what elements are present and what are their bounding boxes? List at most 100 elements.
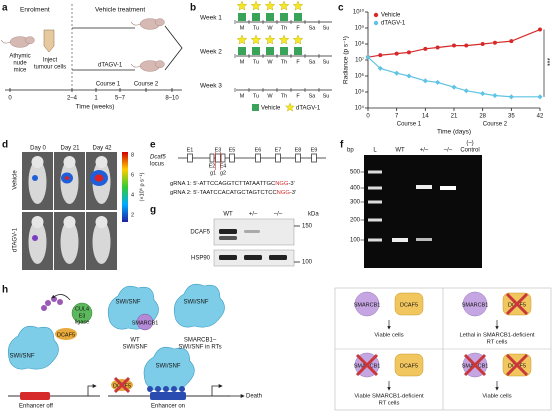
label: nude bbox=[13, 61, 27, 67]
label: Death bbox=[246, 394, 262, 400]
label: 2–4 bbox=[67, 96, 78, 102]
label: SWI/SNF bbox=[116, 300, 141, 306]
panel-label: e bbox=[150, 140, 156, 151]
label: Dcaf5 bbox=[150, 155, 166, 161]
gel-band bbox=[368, 238, 382, 242]
gel-band bbox=[368, 186, 382, 190]
label: Week 2 bbox=[200, 49, 222, 56]
data-point bbox=[480, 91, 486, 97]
label: Control bbox=[460, 148, 479, 154]
ubiquitin bbox=[57, 299, 63, 305]
grna-part: gRNA 2: 5'-TAATCCACATGCTAGTCTCC bbox=[170, 190, 277, 196]
gel-band bbox=[392, 238, 408, 242]
star-icon bbox=[278, 0, 290, 11]
label: tumour cells bbox=[34, 65, 66, 71]
exon bbox=[275, 153, 281, 163]
gel-band bbox=[440, 186, 456, 190]
y-tick-label: 10⁸ bbox=[355, 41, 365, 48]
label: M bbox=[240, 59, 245, 65]
vehicle-dose bbox=[294, 13, 302, 21]
label: 8–10 bbox=[165, 96, 179, 102]
grna-part: gRNA 1: 5'-ATTCCAGGTCTTATAATTGC bbox=[170, 181, 275, 187]
label: WT bbox=[130, 338, 140, 344]
label: 400 bbox=[350, 186, 361, 192]
label: 5–7 bbox=[115, 96, 126, 102]
y-tick-label: 10⁶ bbox=[355, 73, 365, 80]
data-point bbox=[394, 51, 399, 56]
mouse-tail bbox=[0, 39, 11, 44]
panel-label: c bbox=[338, 3, 344, 14]
label: Th bbox=[281, 59, 287, 65]
ubiquitin bbox=[179, 386, 185, 392]
label: Day 21 bbox=[60, 146, 80, 152]
label: E8 bbox=[295, 147, 302, 153]
cross bbox=[505, 353, 529, 377]
label: DCAF5 bbox=[57, 332, 75, 338]
label: E4 bbox=[220, 163, 227, 169]
signal bbox=[32, 175, 38, 181]
label: M bbox=[240, 93, 245, 99]
label: Vehicle bbox=[261, 106, 281, 112]
swisnf-complex bbox=[173, 283, 225, 328]
cross bbox=[113, 376, 131, 394]
y-tick-label: 10¹⁰ bbox=[353, 9, 365, 16]
gel-band bbox=[368, 170, 382, 174]
label: Vehicle treatment bbox=[95, 7, 145, 14]
star-icon bbox=[250, 34, 262, 45]
star-icon bbox=[278, 34, 290, 45]
legend-marker bbox=[373, 20, 379, 26]
data-point bbox=[538, 27, 542, 32]
mouse-image bbox=[92, 220, 111, 264]
ubiquitin bbox=[155, 386, 161, 392]
mouse-image bbox=[28, 160, 47, 204]
ubiquitin bbox=[45, 300, 51, 306]
legend-swatch bbox=[252, 104, 259, 111]
panel-label: h bbox=[2, 285, 8, 296]
label: Week 3 bbox=[200, 83, 222, 90]
x-tick-label: 35 bbox=[508, 114, 515, 120]
enhancer bbox=[20, 392, 50, 400]
label: +/– bbox=[249, 212, 258, 218]
label: HSP90 bbox=[191, 256, 211, 262]
exon bbox=[220, 153, 226, 163]
x-tick-label: 21 bbox=[451, 114, 458, 120]
y-axis-label: Radiance (p s⁻¹) bbox=[343, 36, 350, 84]
cul4 bbox=[71, 302, 93, 324]
swisnf-complex bbox=[7, 325, 59, 370]
ubiquitin bbox=[163, 386, 169, 392]
smarcb1 bbox=[354, 291, 380, 317]
label: E9 bbox=[311, 147, 318, 153]
data-point bbox=[378, 53, 383, 58]
label: –/– bbox=[274, 212, 283, 218]
star-icon bbox=[236, 0, 248, 11]
promoter-arrow bbox=[211, 384, 223, 396]
band bbox=[269, 255, 287, 260]
exon bbox=[229, 153, 235, 163]
signal bbox=[32, 235, 38, 241]
panel-label: d bbox=[2, 140, 8, 151]
panel-label: a bbox=[2, 3, 8, 14]
label: Tu bbox=[253, 93, 259, 99]
label: WT bbox=[223, 212, 233, 218]
label: SMARCB1– bbox=[184, 338, 217, 344]
data-point bbox=[537, 94, 543, 100]
label: Viable cells bbox=[482, 394, 511, 400]
label: E3 bbox=[79, 313, 86, 319]
x-axis-label: Time (days) bbox=[437, 129, 471, 136]
label: Viable SMARCB1-deficient bbox=[354, 394, 424, 400]
band bbox=[219, 255, 237, 260]
label: E3 bbox=[215, 147, 222, 153]
mouse-image bbox=[31, 216, 44, 228]
ubiquitin bbox=[171, 386, 177, 392]
label: Su bbox=[323, 59, 330, 65]
exon bbox=[209, 153, 215, 163]
data-point bbox=[451, 84, 457, 90]
data-point bbox=[406, 50, 411, 55]
band bbox=[219, 229, 237, 234]
gel-band bbox=[368, 218, 382, 222]
label: F bbox=[296, 93, 300, 99]
label: SWI/SNF bbox=[10, 354, 35, 360]
label: (–) bbox=[466, 141, 473, 147]
label: 200 bbox=[350, 218, 361, 224]
